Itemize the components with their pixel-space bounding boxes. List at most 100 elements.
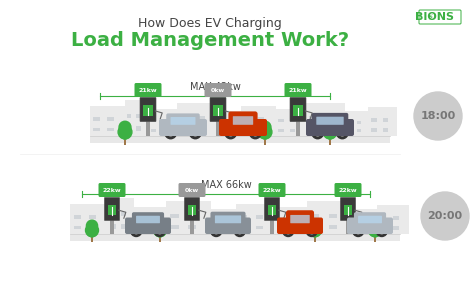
- Circle shape: [369, 220, 381, 231]
- Bar: [89, 215, 96, 219]
- Circle shape: [414, 92, 462, 140]
- FancyBboxPatch shape: [171, 117, 195, 125]
- Bar: [109, 198, 134, 234]
- Bar: [224, 219, 228, 222]
- Circle shape: [134, 228, 139, 234]
- Bar: [211, 209, 237, 234]
- Circle shape: [356, 228, 361, 234]
- Bar: [371, 128, 376, 132]
- Bar: [146, 119, 150, 136]
- Circle shape: [370, 227, 380, 237]
- Bar: [148, 108, 177, 136]
- Bar: [305, 103, 345, 136]
- FancyBboxPatch shape: [166, 113, 200, 127]
- Bar: [255, 215, 263, 219]
- Bar: [278, 217, 284, 220]
- Circle shape: [154, 225, 165, 236]
- Bar: [213, 227, 218, 230]
- FancyBboxPatch shape: [204, 83, 231, 97]
- FancyBboxPatch shape: [205, 218, 251, 234]
- Bar: [93, 117, 100, 121]
- FancyBboxPatch shape: [354, 212, 386, 226]
- FancyBboxPatch shape: [347, 218, 393, 234]
- Circle shape: [253, 130, 258, 136]
- Bar: [275, 108, 305, 136]
- Bar: [314, 234, 316, 242]
- Bar: [181, 127, 188, 131]
- Bar: [224, 227, 228, 230]
- Bar: [279, 128, 284, 132]
- Circle shape: [339, 130, 345, 136]
- Bar: [163, 119, 168, 122]
- Circle shape: [379, 228, 384, 234]
- Bar: [121, 212, 126, 216]
- Bar: [93, 128, 100, 131]
- Circle shape: [228, 130, 234, 136]
- Circle shape: [154, 224, 166, 237]
- Bar: [291, 217, 297, 220]
- FancyBboxPatch shape: [125, 218, 171, 234]
- Circle shape: [118, 125, 132, 139]
- Circle shape: [155, 227, 165, 237]
- FancyBboxPatch shape: [136, 216, 160, 223]
- Bar: [137, 217, 143, 220]
- Circle shape: [155, 220, 165, 231]
- FancyBboxPatch shape: [99, 183, 126, 197]
- Bar: [346, 218, 350, 234]
- Bar: [89, 226, 96, 229]
- Bar: [296, 119, 301, 136]
- Bar: [111, 212, 116, 216]
- Text: How Does EV Charging: How Does EV Charging: [138, 18, 282, 31]
- FancyBboxPatch shape: [219, 119, 267, 136]
- Text: 22kw: 22kw: [103, 188, 121, 193]
- Bar: [127, 126, 131, 131]
- Text: 0kw: 0kw: [211, 88, 225, 93]
- Bar: [393, 226, 399, 230]
- Text: 0kw: 0kw: [185, 188, 199, 193]
- Bar: [383, 128, 388, 132]
- Circle shape: [306, 225, 317, 236]
- Bar: [188, 205, 196, 215]
- Text: 18:00: 18:00: [420, 111, 456, 121]
- Bar: [181, 116, 188, 119]
- Bar: [121, 224, 126, 229]
- FancyBboxPatch shape: [132, 212, 164, 226]
- Bar: [190, 218, 194, 234]
- Bar: [220, 129, 224, 132]
- Bar: [188, 225, 196, 229]
- Circle shape: [190, 127, 201, 139]
- FancyBboxPatch shape: [290, 97, 306, 122]
- Bar: [163, 128, 168, 132]
- Text: MAX 66kw: MAX 66kw: [201, 180, 251, 190]
- Bar: [325, 116, 332, 119]
- Bar: [134, 206, 166, 234]
- Circle shape: [86, 220, 98, 231]
- Bar: [70, 204, 109, 234]
- Bar: [278, 227, 284, 230]
- Bar: [213, 105, 223, 116]
- Circle shape: [310, 227, 320, 237]
- Circle shape: [285, 228, 291, 234]
- Bar: [177, 103, 218, 136]
- Bar: [151, 128, 156, 132]
- FancyBboxPatch shape: [228, 111, 257, 128]
- Bar: [328, 136, 331, 145]
- Bar: [240, 226, 247, 229]
- Bar: [368, 107, 397, 136]
- Bar: [244, 128, 251, 131]
- Bar: [108, 128, 114, 131]
- FancyBboxPatch shape: [140, 97, 156, 122]
- Bar: [354, 227, 359, 230]
- FancyBboxPatch shape: [316, 117, 344, 125]
- FancyBboxPatch shape: [312, 113, 348, 127]
- Circle shape: [131, 225, 142, 236]
- Bar: [90, 106, 125, 136]
- Bar: [325, 127, 332, 131]
- Bar: [171, 213, 179, 218]
- Bar: [137, 227, 143, 230]
- Bar: [125, 100, 148, 136]
- Circle shape: [260, 128, 270, 139]
- Circle shape: [213, 228, 219, 234]
- Bar: [197, 127, 205, 131]
- Bar: [293, 105, 303, 116]
